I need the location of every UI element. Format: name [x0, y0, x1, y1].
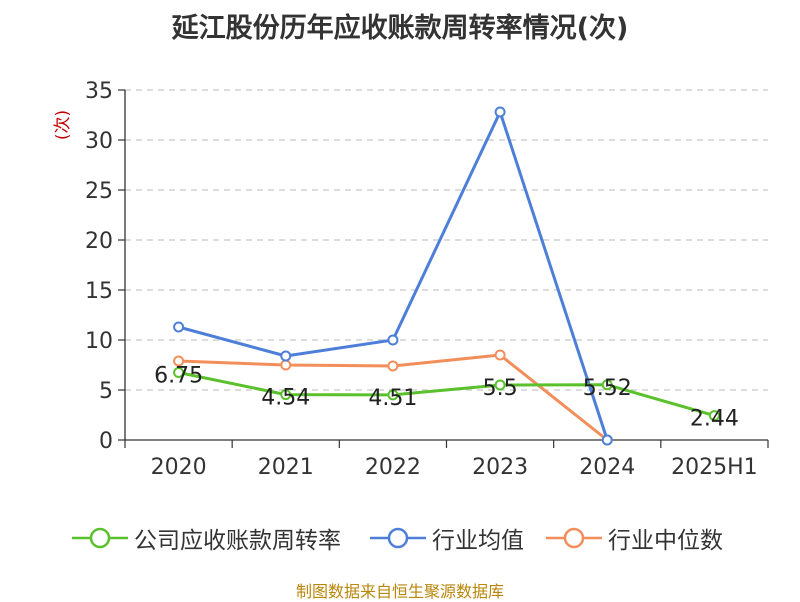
- legend: 公司应收账款周转率 行业均值 行业中位数: [0, 518, 800, 558]
- legend-label-industry-mean: 行业均值: [432, 528, 524, 554]
- x-tick-label-2025H1: 2025H1: [671, 455, 758, 480]
- data-label-2023: 5.5: [483, 376, 518, 401]
- series-1-point-2021: [280, 350, 292, 362]
- grid-layer: [125, 89, 768, 391]
- data-label-layer: 6.75 4.54 4.51 5.5 5.52 2.44: [154, 364, 739, 432]
- series-2-point-2020: [173, 355, 185, 367]
- x-tick-label-2020: 2020: [151, 455, 207, 480]
- series-layer: [173, 106, 720, 446]
- x-tick-label-2024: 2024: [579, 455, 635, 480]
- x-tick-label-2023: 2023: [472, 455, 528, 480]
- data-label-2020: 6.75: [154, 364, 203, 389]
- series-1-point-2023: [494, 106, 506, 118]
- series-2-point-2023: [494, 349, 506, 361]
- series-2-point-2021: [280, 359, 292, 371]
- series-1-point-2024: [601, 434, 613, 446]
- y-tick-label-30: 30: [85, 129, 113, 154]
- series-0-point-2022: [387, 389, 399, 401]
- legend-item-industry-median[interactable]: 行业中位数: [546, 518, 723, 558]
- legend-item-company[interactable]: 公司应收账款周转率: [72, 518, 341, 558]
- y-tick-label-0: 0: [99, 429, 113, 454]
- legend-item-industry-mean[interactable]: 行业均值: [370, 518, 524, 558]
- y-tick-label-35: 35: [85, 79, 113, 104]
- y-tick-label-20: 20: [85, 229, 113, 254]
- source-note: 制图数据来自恒生聚源数据库: [295, 582, 504, 601]
- chart-title: 延江股份历年应收账款周转率情况(次): [171, 13, 629, 44]
- y-tick-label-25: 25: [85, 179, 113, 204]
- series-line-0: [178, 371, 715, 418]
- legend-marker-industry-median: [546, 527, 602, 549]
- legend-label-industry-median: 行业中位数: [608, 528, 723, 554]
- data-label-2021: 4.54: [261, 386, 310, 411]
- series-0-point-2024: [601, 379, 613, 391]
- series-0-point-2021: [280, 389, 292, 401]
- series-1-point-2020: [173, 321, 185, 333]
- data-label-2025H1: 2.44: [690, 407, 739, 432]
- series-0-point-2020: [173, 367, 185, 378]
- y-axis-label: (次): [53, 110, 73, 140]
- x-tick-label-2022: 2022: [365, 455, 421, 480]
- series-1-point-2022: [387, 334, 399, 346]
- series-0-point-2025H1: [708, 410, 720, 422]
- series-0-point-2023: [494, 379, 506, 391]
- y-tick-label-15: 15: [85, 279, 113, 304]
- axis-layer: 0 5 10 15 20 25 30 35 (次) 2020 2021 2022 2023 2024 202…: [53, 79, 769, 480]
- x-tick-label-2021: 2021: [258, 455, 314, 480]
- legend-marker-industry-mean: [370, 527, 426, 549]
- y-tick-label-10: 10: [85, 329, 113, 354]
- plot-area: 0 5 10 15 20 25 30 35 (次) 2020 2021 2022 2023 2024 202…: [53, 79, 769, 480]
- y-tick-label-5: 5: [99, 379, 113, 404]
- data-label-2024: 5.52: [583, 376, 632, 401]
- series-2-point-2022: [387, 360, 399, 372]
- legend-marker-company: [72, 527, 128, 549]
- data-label-2022: 4.51: [368, 386, 417, 411]
- legend-label-company: 公司应收账款周转率: [134, 528, 341, 554]
